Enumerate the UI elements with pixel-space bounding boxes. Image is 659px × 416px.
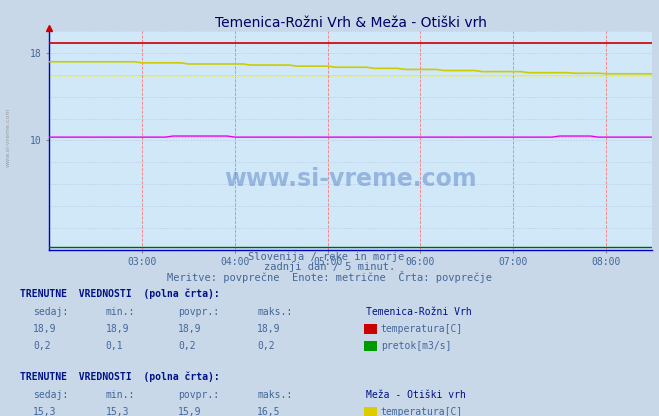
- Text: povpr.:: povpr.:: [178, 307, 219, 317]
- Text: 16,5: 16,5: [257, 407, 281, 416]
- Text: TRENUTNE  VREDNOSTI  (polna črta):: TRENUTNE VREDNOSTI (polna črta):: [20, 372, 219, 382]
- Text: Slovenija / reke in morje.: Slovenija / reke in morje.: [248, 252, 411, 262]
- Text: www.si-vreme.com: www.si-vreme.com: [5, 107, 11, 167]
- Text: TRENUTNE  VREDNOSTI  (polna črta):: TRENUTNE VREDNOSTI (polna črta):: [20, 289, 219, 300]
- Text: maks.:: maks.:: [257, 307, 292, 317]
- Text: 18,9: 18,9: [257, 324, 281, 334]
- Text: 15,9: 15,9: [178, 407, 202, 416]
- Text: 0,1: 0,1: [105, 341, 123, 351]
- Text: min.:: min.:: [105, 307, 135, 317]
- Text: 0,2: 0,2: [257, 341, 275, 351]
- Text: pretok[m3/s]: pretok[m3/s]: [381, 341, 451, 351]
- Text: povpr.:: povpr.:: [178, 390, 219, 400]
- Text: 0,2: 0,2: [178, 341, 196, 351]
- Text: 18,9: 18,9: [33, 324, 57, 334]
- Text: maks.:: maks.:: [257, 390, 292, 400]
- Text: www.si-vreme.com: www.si-vreme.com: [225, 167, 477, 191]
- Text: Meritve: povprečne  Enote: metrične  Črta: povprečje: Meritve: povprečne Enote: metrične Črta:…: [167, 271, 492, 283]
- Text: min.:: min.:: [105, 390, 135, 400]
- Text: zadnji dan / 5 minut.: zadnji dan / 5 minut.: [264, 262, 395, 272]
- Text: 15,3: 15,3: [33, 407, 57, 416]
- Text: sedaj:: sedaj:: [33, 390, 68, 400]
- Text: sedaj:: sedaj:: [33, 307, 68, 317]
- Text: 0,2: 0,2: [33, 341, 51, 351]
- Text: 18,9: 18,9: [105, 324, 129, 334]
- Text: 18,9: 18,9: [178, 324, 202, 334]
- Text: Temenica-Rožni Vrh: Temenica-Rožni Vrh: [366, 307, 471, 317]
- Text: 15,3: 15,3: [105, 407, 129, 416]
- Text: temperatura[C]: temperatura[C]: [381, 324, 463, 334]
- Text: temperatura[C]: temperatura[C]: [381, 407, 463, 416]
- Title: Temenica-Rožni Vrh & Meža - Otiški vrh: Temenica-Rožni Vrh & Meža - Otiški vrh: [215, 16, 487, 30]
- Text: Meža - Otiški vrh: Meža - Otiški vrh: [366, 390, 466, 400]
